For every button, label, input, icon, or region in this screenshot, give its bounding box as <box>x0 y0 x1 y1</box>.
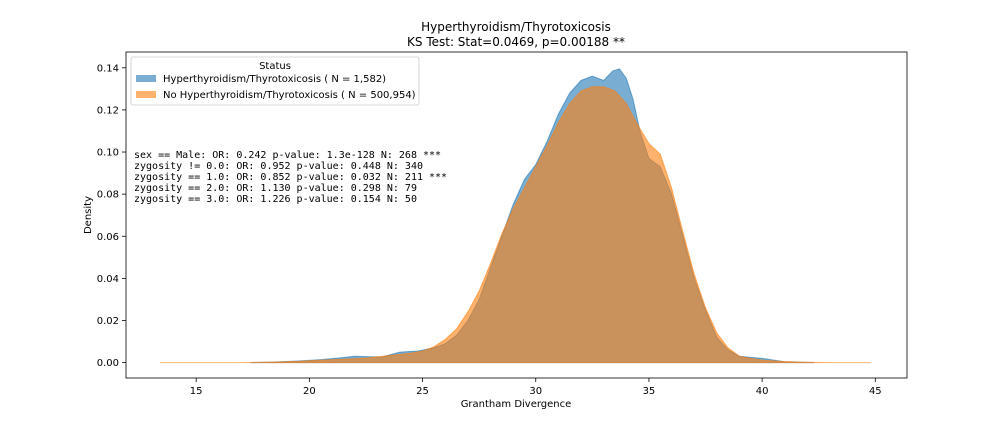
legend-box <box>130 56 420 106</box>
x-tick-label: 25 <box>416 386 429 397</box>
y-axis-label: Density <box>83 196 94 234</box>
y-tick-label: 0.04 <box>97 274 119 285</box>
y-tick-label: 0.14 <box>97 63 119 74</box>
annotation-line: zygosity != 0.0: OR: 0.952 p-value: 0.44… <box>134 161 423 172</box>
x-axis: 15 20 25 30 35 40 45 <box>190 378 882 397</box>
legend-title: Status <box>259 61 291 72</box>
x-axis-label: Grantham Divergence <box>461 399 572 410</box>
legend-swatch-series-0 <box>136 75 156 82</box>
y-tick-label: 0.00 <box>97 358 119 369</box>
x-tick-label: 40 <box>756 386 769 397</box>
x-tick-label: 15 <box>190 386 203 397</box>
x-tick-label: 20 <box>303 386 316 397</box>
legend-label-series-0: Hyperthyroidism/Thyrotoxicosis ( N = 1,5… <box>163 74 386 85</box>
chart-title: Hyperthyroidism/Thyrotoxicosis <box>421 20 611 34</box>
chart-subtitle: KS Test: Stat=0.0469, p=0.00188 ** <box>407 35 625 49</box>
y-tick-label: 0.06 <box>97 232 119 243</box>
annotation-line: sex == Male: OR: 0.242 p-value: 1.3e-128… <box>134 150 441 161</box>
x-tick-label: 35 <box>643 386 656 397</box>
x-tick-label: 45 <box>869 386 882 397</box>
legend-label-series-1: No Hyperthyroidism/Thyrotoxicosis ( N = … <box>163 90 416 101</box>
series-layer <box>159 68 871 364</box>
legend-swatch-series-1 <box>136 91 156 98</box>
legend: Status Hyperthyroidism/Thyrotoxicosis ( … <box>130 56 420 106</box>
x-tick-label: 30 <box>529 386 542 397</box>
y-axis: 0.00 0.02 0.04 0.06 0.08 0.10 0.12 0.14 <box>97 63 126 369</box>
y-tick-label: 0.08 <box>97 190 119 201</box>
density-area-series-1 <box>159 86 871 364</box>
annotation-block: sex == Male: OR: 0.242 p-value: 1.3e-128… <box>134 150 447 205</box>
annotation-line: zygosity == 3.0: OR: 1.226 p-value: 0.15… <box>134 194 417 205</box>
annotation-line: zygosity == 2.0: OR: 1.130 p-value: 0.29… <box>134 183 417 194</box>
annotation-line: zygosity == 1.0: OR: 0.852 p-value: 0.03… <box>134 172 447 183</box>
y-tick-label: 0.10 <box>97 148 119 159</box>
plot-frame <box>125 51 908 379</box>
y-tick-label: 0.02 <box>97 316 119 327</box>
y-tick-label: 0.12 <box>97 105 119 116</box>
